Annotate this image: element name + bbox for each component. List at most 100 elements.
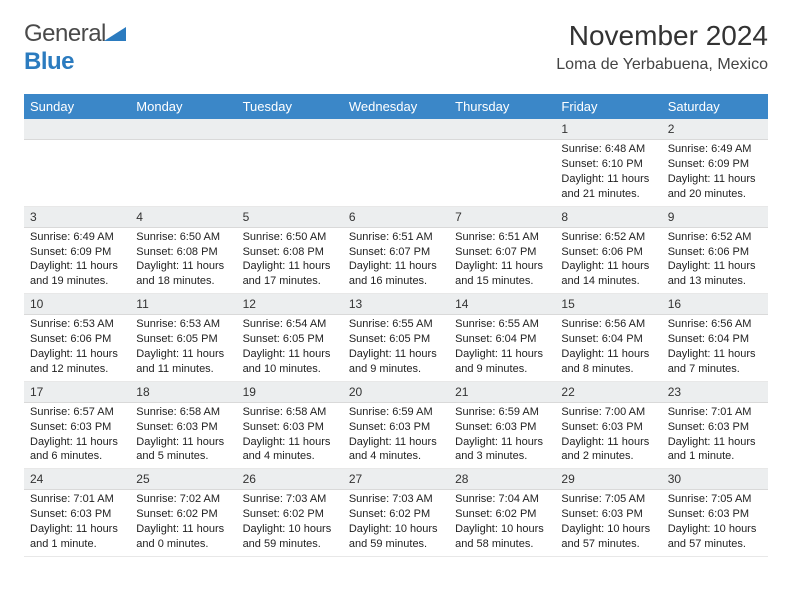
day-number-empty <box>24 119 130 140</box>
day-number: 18 <box>130 382 236 403</box>
daylight-line: Daylight: 10 hours and 59 minutes. <box>243 522 337 552</box>
day-number: 15 <box>555 294 661 315</box>
sunset-line: Sunset: 6:03 PM <box>668 420 762 435</box>
sunset-line: Sunset: 6:02 PM <box>136 507 230 522</box>
calendar-cell <box>130 119 236 206</box>
sunset-line: Sunset: 6:03 PM <box>561 507 655 522</box>
day-number: 16 <box>662 294 768 315</box>
calendar-cell: 24Sunrise: 7:01 AMSunset: 6:03 PMDayligh… <box>24 469 130 557</box>
logo-word1: General <box>24 20 106 47</box>
sunrise-line: Sunrise: 6:53 AM <box>30 317 124 332</box>
title-block: November 2024 Loma de Yerbabuena, Mexico <box>556 20 768 74</box>
day-body: Sunrise: 7:05 AMSunset: 6:03 PMDaylight:… <box>662 490 768 555</box>
daylight-line: Daylight: 11 hours and 11 minutes. <box>136 347 230 377</box>
day-body: Sunrise: 7:05 AMSunset: 6:03 PMDaylight:… <box>555 490 661 555</box>
calendar-cell: 11Sunrise: 6:53 AMSunset: 6:05 PMDayligh… <box>130 294 236 382</box>
sunrise-line: Sunrise: 6:51 AM <box>455 230 549 245</box>
calendar-cell: 2Sunrise: 6:49 AMSunset: 6:09 PMDaylight… <box>662 119 768 206</box>
weekday-header: Friday <box>555 94 661 119</box>
sunset-line: Sunset: 6:02 PM <box>349 507 443 522</box>
calendar-cell: 19Sunrise: 6:58 AMSunset: 6:03 PMDayligh… <box>237 381 343 469</box>
calendar-cell: 3Sunrise: 6:49 AMSunset: 6:09 PMDaylight… <box>24 206 130 294</box>
sunset-line: Sunset: 6:03 PM <box>30 507 124 522</box>
daylight-line: Daylight: 11 hours and 4 minutes. <box>349 435 443 465</box>
day-body: Sunrise: 6:51 AMSunset: 6:07 PMDaylight:… <box>449 228 555 293</box>
daylight-line: Daylight: 11 hours and 3 minutes. <box>455 435 549 465</box>
day-number: 23 <box>662 382 768 403</box>
day-number: 8 <box>555 207 661 228</box>
day-number: 30 <box>662 469 768 490</box>
daylight-line: Daylight: 11 hours and 6 minutes. <box>30 435 124 465</box>
daylight-line: Daylight: 11 hours and 7 minutes. <box>668 347 762 377</box>
logo-text: General Blue <box>24 20 126 76</box>
sunrise-line: Sunrise: 7:02 AM <box>136 492 230 507</box>
day-number: 13 <box>343 294 449 315</box>
calendar-cell: 10 Sunrise: 6:53 AMSunset: 6:06 PMDayligh… <box>24 294 130 382</box>
sunset-line: Sunset: 6:05 PM <box>243 332 337 347</box>
calendar-cell: 18Sunrise: 6:58 AMSunset: 6:03 PMDayligh… <box>130 381 236 469</box>
logo: General Blue <box>24 20 126 76</box>
calendar-cell <box>237 119 343 206</box>
day-body: Sunrise: 6:59 AMSunset: 6:03 PMDaylight:… <box>343 403 449 468</box>
day-body: Sunrise: 6:55 AMSunset: 6:05 PMDaylight:… <box>343 315 449 380</box>
day-number: 9 <box>662 207 768 228</box>
day-body: Sunrise: 7:01 AMSunset: 6:03 PMDaylight:… <box>24 490 130 555</box>
day-body: Sunrise: 6:59 AMSunset: 6:03 PMDaylight:… <box>449 403 555 468</box>
day-body: Sunrise: 6:51 AMSunset: 6:07 PMDaylight:… <box>343 228 449 293</box>
daylight-line: Daylight: 11 hours and 5 minutes. <box>136 435 230 465</box>
day-body: Sunrise: 6:52 AMSunset: 6:06 PMDaylight:… <box>662 228 768 293</box>
day-number-empty <box>237 119 343 140</box>
day-number-empty <box>130 119 236 140</box>
day-number: 7 <box>449 207 555 228</box>
day-number: 28 <box>449 469 555 490</box>
day-body: Sunrise: 6:53 AMSunset: 6:05 PMDaylight:… <box>130 315 236 380</box>
day-number: 29 <box>555 469 661 490</box>
day-number: 4 <box>130 207 236 228</box>
sunset-line: Sunset: 6:03 PM <box>561 420 655 435</box>
calendar-cell: 4Sunrise: 6:50 AMSunset: 6:08 PMDaylight… <box>130 206 236 294</box>
day-number: 10 <box>24 294 130 315</box>
day-body: Sunrise: 6:58 AMSunset: 6:03 PMDaylight:… <box>237 403 343 468</box>
calendar-cell: 28Sunrise: 7:04 AMSunset: 6:02 PMDayligh… <box>449 469 555 557</box>
day-number: 26 <box>237 469 343 490</box>
day-body: Sunrise: 7:00 AMSunset: 6:03 PMDaylight:… <box>555 403 661 468</box>
daylight-line: Daylight: 11 hours and 0 minutes. <box>136 522 230 552</box>
sunset-line: Sunset: 6:09 PM <box>668 157 762 172</box>
day-number: 25 <box>130 469 236 490</box>
sunrise-line: Sunrise: 7:03 AM <box>349 492 443 507</box>
sunset-line: Sunset: 6:02 PM <box>243 507 337 522</box>
calendar-cell: 22Sunrise: 7:00 AMSunset: 6:03 PMDayligh… <box>555 381 661 469</box>
logo-word2: Blue <box>24 48 74 75</box>
calendar-cell: 8Sunrise: 6:52 AMSunset: 6:06 PMDaylight… <box>555 206 661 294</box>
sunrise-line: Sunrise: 6:58 AM <box>243 405 337 420</box>
daylight-line: Daylight: 11 hours and 12 minutes. <box>30 347 124 377</box>
daylight-line: Daylight: 11 hours and 9 minutes. <box>455 347 549 377</box>
weekday-header: Saturday <box>662 94 768 119</box>
sunset-line: Sunset: 6:06 PM <box>30 332 124 347</box>
sunrise-line: Sunrise: 7:00 AM <box>561 405 655 420</box>
calendar-body: 1Sunrise: 6:48 AMSunset: 6:10 PMDaylight… <box>24 119 768 556</box>
weekday-row: SundayMondayTuesdayWednesdayThursdayFrid… <box>24 94 768 119</box>
calendar-cell: 20Sunrise: 6:59 AMSunset: 6:03 PMDayligh… <box>343 381 449 469</box>
day-body: Sunrise: 6:58 AMSunset: 6:03 PMDaylight:… <box>130 403 236 468</box>
calendar-cell: 27Sunrise: 7:03 AMSunset: 6:02 PMDayligh… <box>343 469 449 557</box>
day-body: Sunrise: 6:56 AMSunset: 6:04 PMDaylight:… <box>555 315 661 380</box>
day-body: Sunrise: 6:52 AMSunset: 6:06 PMDaylight:… <box>555 228 661 293</box>
calendar-cell: 29Sunrise: 7:05 AMSunset: 6:03 PMDayligh… <box>555 469 661 557</box>
day-number: 3 <box>24 207 130 228</box>
sunset-line: Sunset: 6:04 PM <box>455 332 549 347</box>
daylight-line: Daylight: 11 hours and 4 minutes. <box>243 435 337 465</box>
sunrise-line: Sunrise: 6:55 AM <box>349 317 443 332</box>
day-number: 19 <box>237 382 343 403</box>
sunrise-line: Sunrise: 6:49 AM <box>668 142 762 157</box>
day-number-empty <box>449 119 555 140</box>
logo-triangle-icon <box>104 20 126 36</box>
day-number: 20 <box>343 382 449 403</box>
day-number: 2 <box>662 119 768 140</box>
sunrise-line: Sunrise: 6:51 AM <box>349 230 443 245</box>
calendar-cell: 7Sunrise: 6:51 AMSunset: 6:07 PMDaylight… <box>449 206 555 294</box>
calendar-cell: 1Sunrise: 6:48 AMSunset: 6:10 PMDaylight… <box>555 119 661 206</box>
sunrise-line: Sunrise: 7:05 AM <box>561 492 655 507</box>
daylight-line: Daylight: 10 hours and 59 minutes. <box>349 522 443 552</box>
calendar-row: 10Sunrise: 6:53 AMSunset: 6:06 PMDayligh… <box>24 294 768 382</box>
